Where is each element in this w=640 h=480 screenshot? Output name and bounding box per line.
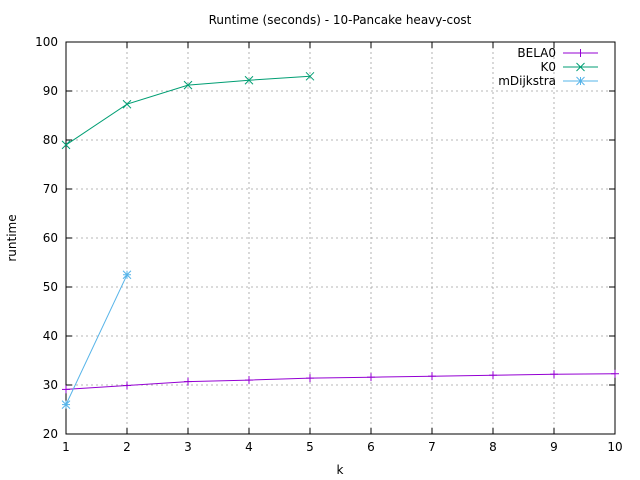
legend-label-k0: K0 xyxy=(540,60,556,74)
data-point-k0 xyxy=(305,71,315,81)
y-tick-label: 30 xyxy=(43,378,58,392)
y-tick-label: 90 xyxy=(43,84,58,98)
data-point-k0 xyxy=(122,99,132,109)
y-tick-label: 40 xyxy=(43,329,58,343)
x-tick-label: 2 xyxy=(123,440,131,454)
y-tick-label: 80 xyxy=(43,133,58,147)
chart-title: Runtime (seconds) - 10-Pancake heavy-cos… xyxy=(209,13,472,27)
data-point-bela0 xyxy=(611,369,619,378)
y-tick-label: 100 xyxy=(35,35,58,49)
y-tick-label: 70 xyxy=(43,182,58,196)
legend-label-mdijkstra: mDijkstra xyxy=(498,74,556,88)
data-point-bela0 xyxy=(245,376,253,385)
data-point-bela0 xyxy=(123,381,131,390)
series-line-k0 xyxy=(65,75,311,146)
data-point-k0 xyxy=(183,80,193,90)
data-point-k0 xyxy=(244,75,254,85)
x-tick-label: 8 xyxy=(489,440,497,454)
grid xyxy=(66,42,615,434)
axes: 1 2 3 4 5 6 7 8 9 10 20 30 40 50 60 70 80 90 100 xyxy=(35,35,623,454)
x-tick-label: 1 xyxy=(62,440,70,454)
y-axis-label: runtime xyxy=(5,214,19,261)
x-tick-label: 7 xyxy=(428,440,436,454)
series-line-mdijkstra xyxy=(65,274,128,405)
x-tick-label: 5 xyxy=(306,440,314,454)
x-tick-label: 6 xyxy=(367,440,375,454)
data-point-mdijkstra xyxy=(61,400,71,409)
series-line-bela0 xyxy=(65,373,616,390)
data-point-bela0 xyxy=(62,385,70,394)
y-tick-label: 50 xyxy=(43,280,58,294)
x-tick-label: 3 xyxy=(184,440,192,454)
data-point-bela0 xyxy=(306,374,314,383)
series xyxy=(61,71,619,409)
legend-marker-k0 xyxy=(576,62,585,72)
legend-label-bela0: BELA0 xyxy=(517,46,556,60)
x-tick-label: 9 xyxy=(550,440,558,454)
data-point-k0 xyxy=(61,140,71,150)
legend-marker-bela0 xyxy=(576,49,585,57)
data-point-bela0 xyxy=(184,377,192,386)
plot-frame xyxy=(65,41,616,435)
legend-marker-mdijkstra xyxy=(576,76,585,86)
y-tick-label: 60 xyxy=(43,231,58,245)
y-tick-label: 20 xyxy=(43,427,58,441)
data-point-bela0 xyxy=(550,370,558,379)
x-tick-label: 4 xyxy=(245,440,253,454)
data-point-bela0 xyxy=(367,373,375,382)
x-axis-label: k xyxy=(337,463,344,477)
data-point-mdijkstra xyxy=(122,270,132,280)
x-tick-label: 10 xyxy=(607,440,622,454)
data-point-bela0 xyxy=(428,372,436,381)
data-point-bela0 xyxy=(489,371,497,380)
